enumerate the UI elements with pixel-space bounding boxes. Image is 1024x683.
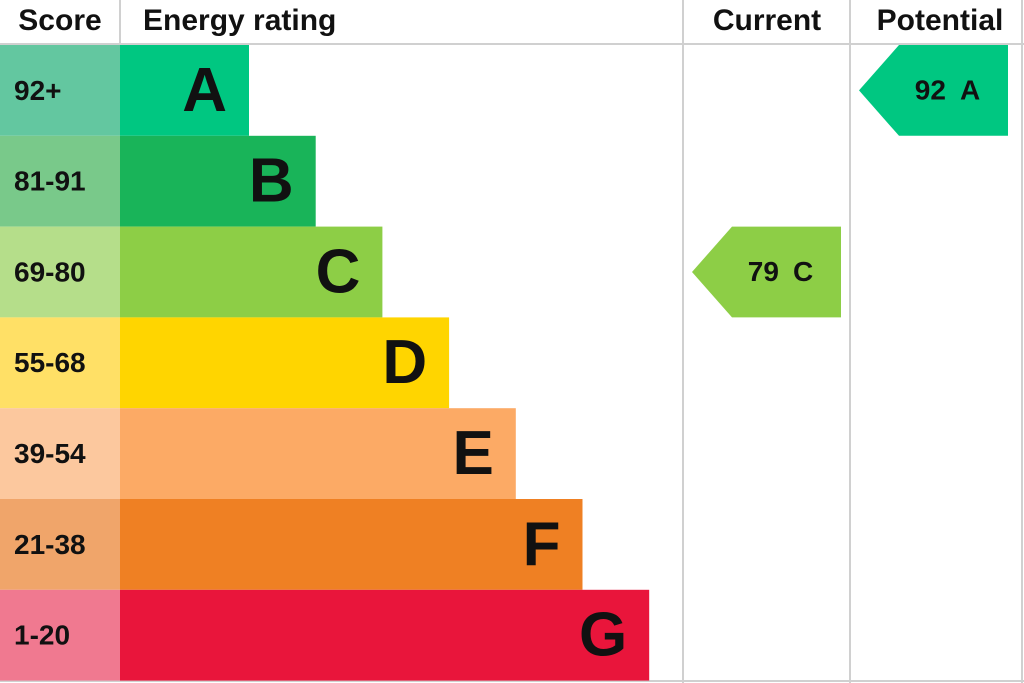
rating-bar	[120, 499, 583, 590]
header-score: Score	[18, 4, 101, 37]
header-potential: Potential	[877, 4, 1004, 37]
score-cell	[0, 317, 120, 409]
score-range: 69-80	[14, 256, 86, 287]
rating-letter: C	[316, 237, 361, 306]
rating-bar	[120, 135, 316, 227]
header-current: Current	[713, 4, 821, 37]
rating-bar	[120, 226, 383, 318]
rating-letter: B	[249, 147, 294, 216]
current-label: 79 C	[748, 256, 813, 287]
potential-arrow	[859, 45, 1008, 136]
score-cell	[0, 499, 120, 590]
rating-bar	[120, 408, 516, 499]
rating-letter: F	[523, 510, 561, 579]
current-score: 79	[748, 256, 779, 287]
current-letter: C	[793, 256, 813, 287]
rating-letter: E	[452, 419, 493, 488]
score-cell	[0, 135, 120, 227]
header-rating: Energy rating	[143, 4, 336, 37]
score-range: 92+	[14, 75, 62, 106]
rating-letter: G	[579, 601, 627, 670]
score-cell	[0, 408, 120, 499]
potential-label: 92 A	[915, 75, 980, 106]
rating-letter: A	[182, 56, 227, 125]
potential-letter: A	[960, 75, 980, 106]
potential-score: 92	[915, 75, 946, 106]
score-range: 21-38	[14, 529, 86, 560]
score-range: 39-54	[14, 438, 86, 469]
current-arrow	[692, 226, 841, 318]
score-range: 55-68	[14, 347, 86, 378]
rating-bar	[120, 45, 249, 136]
score-cell	[0, 589, 120, 681]
rating-bar	[120, 589, 650, 681]
score-range: 1-20	[14, 620, 70, 651]
score-cell	[0, 45, 120, 136]
rating-bar	[120, 317, 450, 409]
score-range: 81-91	[14, 166, 86, 197]
rating-letter: D	[382, 328, 427, 397]
score-cell	[0, 226, 120, 318]
